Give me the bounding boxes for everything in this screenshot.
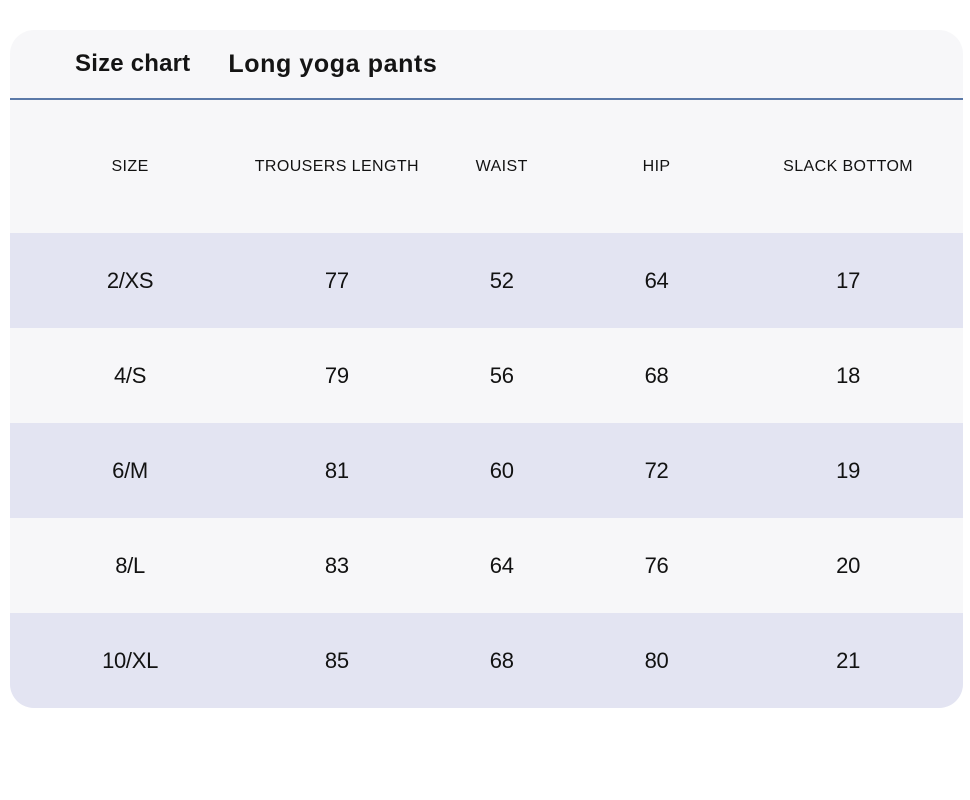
trousers-length-cell: 83 (324, 552, 349, 578)
size-cell: 2/XS (106, 267, 154, 293)
size-cell: 6/M (112, 457, 148, 483)
size-cell: 10/XL (102, 647, 159, 673)
column-header-slack-bottom: SLACK BOTTOM (783, 157, 914, 175)
table-row: 4/S 79 56 68 18 (10, 328, 963, 423)
table-row: 2/XS 77 52 64 17 (10, 233, 963, 328)
slack-bottom-cell: 21 (836, 647, 861, 673)
size-chart-titlebar: Size chart Long yoga pants (10, 30, 963, 98)
title-divider-line (10, 98, 963, 100)
hip-cell: 80 (644, 647, 669, 673)
column-header-size: SIZE (111, 157, 149, 175)
slack-bottom-cell: 20 (836, 552, 861, 578)
table-row: 8/L 83 64 76 20 (10, 518, 963, 613)
waist-cell: 68 (489, 647, 514, 673)
hip-cell: 72 (644, 457, 669, 483)
hip-cell: 64 (644, 267, 669, 293)
column-header-trousers-length: TROUSERS LENGTH (254, 157, 419, 175)
trousers-length-cell: 79 (324, 362, 349, 388)
table-row: 6/M 81 60 72 19 (10, 423, 963, 518)
column-header-waist: WAIST (475, 157, 528, 175)
trousers-length-cell: 81 (324, 457, 349, 483)
slack-bottom-cell: 19 (836, 457, 861, 483)
trousers-length-cell: 85 (324, 647, 349, 673)
hip-cell: 68 (644, 362, 669, 388)
waist-cell: 60 (489, 457, 514, 483)
trousers-length-cell: 77 (324, 267, 349, 293)
product-name-title: Long yoga pants (228, 49, 438, 78)
slack-bottom-cell: 18 (836, 362, 861, 388)
size-chart-title: Size chart (75, 50, 191, 77)
slack-bottom-cell: 17 (836, 267, 861, 293)
size-cell: 8/L (115, 552, 145, 578)
table-header-row: SIZE TROUSERS LENGTH WAIST HIP SLACK BOT… (10, 100, 963, 233)
waist-cell: 64 (489, 552, 514, 578)
waist-cell: 52 (489, 267, 514, 293)
hip-cell: 76 (644, 552, 669, 578)
size-cell: 4/S (114, 362, 147, 388)
waist-cell: 56 (489, 362, 514, 388)
column-header-hip: HIP (642, 157, 671, 175)
size-chart-card: Size chart Long yoga pants SIZE TROUSERS… (10, 30, 963, 708)
table-row: 10/XL 85 68 80 21 (10, 613, 963, 708)
